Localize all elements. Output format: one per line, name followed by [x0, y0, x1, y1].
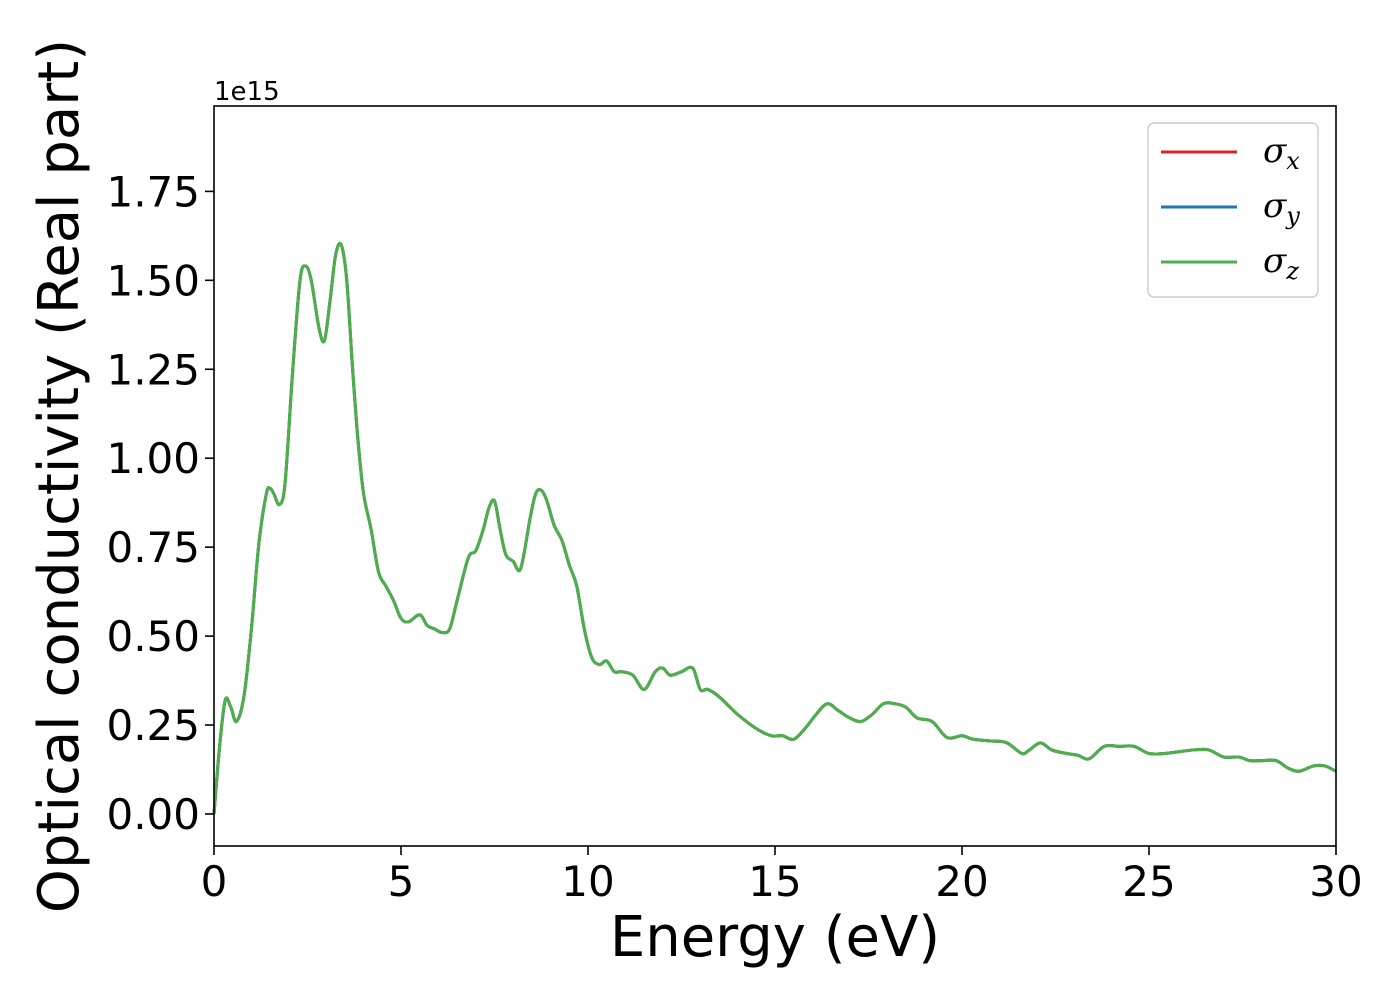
- x-tick-label: 10: [561, 857, 614, 906]
- y-axis: 0.00 0.25 0.50 0.75 1.00 1.25 1.50 1.75: [106, 167, 214, 839]
- x-tick-label: 5: [388, 857, 415, 906]
- x-axis-title: Energy (eV): [610, 905, 940, 970]
- y-tick-label: 0.50: [106, 612, 200, 661]
- x-tick-label: 0: [201, 857, 228, 906]
- x-tick-label: 30: [1309, 857, 1362, 906]
- legend-items: σx σy σz: [1161, 131, 1300, 285]
- legend: σx σy σz: [1147, 122, 1319, 298]
- y-tick-label: 0.75: [106, 523, 200, 572]
- series-line-sigma-z: [212, 241, 1337, 815]
- legend-box: [1147, 122, 1319, 298]
- y-tick-label: 1.25: [106, 345, 200, 394]
- series-layer: [212, 241, 1337, 815]
- y-tick-label: 1.00: [106, 434, 200, 483]
- y-offset-label: 1e15: [214, 77, 280, 107]
- y-tick-label: 0.00: [106, 790, 200, 839]
- y-tick-label: 0.25: [106, 701, 200, 750]
- x-tick-label: 25: [1122, 857, 1175, 906]
- legend-label-sigma-z: σz: [1263, 241, 1299, 285]
- legend-label-sigma-x: σx: [1263, 131, 1300, 175]
- y-tick-label: 1.50: [106, 256, 200, 305]
- x-axis: 0 5 10 15 20 25 30: [201, 846, 1363, 906]
- x-tick-label: 20: [935, 857, 988, 906]
- legend-label-sigma-y: σy: [1263, 186, 1300, 230]
- x-tick-label: 15: [748, 857, 801, 906]
- y-axis-title: Optical conductivity (Real part): [27, 39, 92, 913]
- y-tick-label: 1.75: [106, 167, 200, 216]
